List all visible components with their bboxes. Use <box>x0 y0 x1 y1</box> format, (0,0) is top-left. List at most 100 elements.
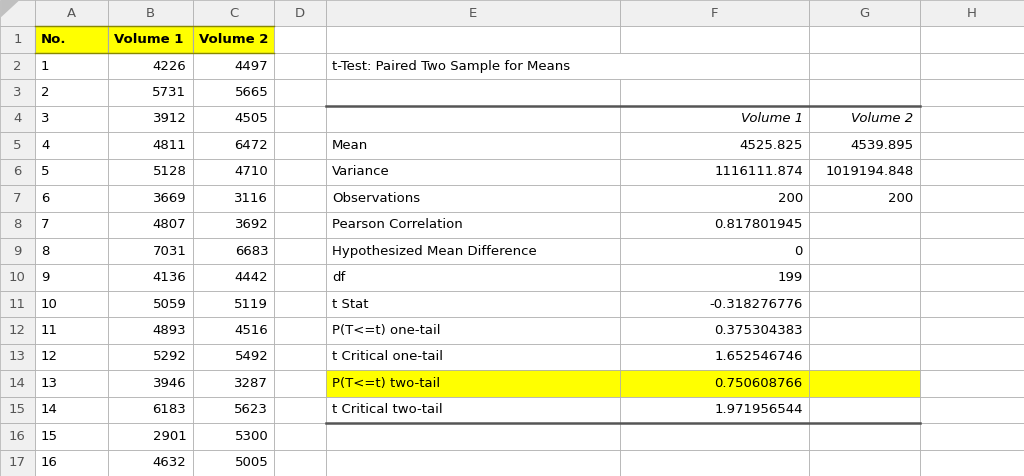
Bar <box>809 211 920 238</box>
Text: 2901: 2901 <box>153 430 186 443</box>
Bar <box>809 238 920 265</box>
Text: Volume 2: Volume 2 <box>199 33 268 46</box>
Text: 4: 4 <box>41 139 49 152</box>
Bar <box>193 0 274 27</box>
Text: 3: 3 <box>13 86 22 99</box>
Bar <box>326 211 620 238</box>
Text: 5119: 5119 <box>234 298 268 311</box>
Bar <box>193 449 274 476</box>
Text: 4226: 4226 <box>153 60 186 73</box>
Bar <box>920 0 1024 27</box>
Text: 3692: 3692 <box>234 218 268 231</box>
Text: 14: 14 <box>9 377 26 390</box>
Text: 4497: 4497 <box>234 60 268 73</box>
Bar <box>108 344 193 370</box>
Text: 4136: 4136 <box>153 271 186 284</box>
Bar <box>193 106 274 132</box>
Bar <box>274 449 326 476</box>
Bar <box>809 370 920 397</box>
Text: 6183: 6183 <box>153 403 186 416</box>
Bar <box>920 449 1024 476</box>
Bar <box>920 370 1024 397</box>
Polygon shape <box>1 0 19 17</box>
Text: Volume 2: Volume 2 <box>851 112 913 126</box>
Text: 4811: 4811 <box>153 139 186 152</box>
Text: -0.318276776: -0.318276776 <box>710 298 803 311</box>
Bar <box>274 317 326 344</box>
Text: 5: 5 <box>41 165 49 178</box>
Bar <box>326 370 620 397</box>
Bar <box>193 291 274 317</box>
Text: Observations: Observations <box>332 192 420 205</box>
Bar <box>35 53 108 79</box>
Text: 5492: 5492 <box>234 350 268 364</box>
Bar <box>326 449 620 476</box>
Text: 5: 5 <box>13 139 22 152</box>
Text: Volume 1: Volume 1 <box>740 112 803 126</box>
Bar <box>0 159 35 185</box>
Bar <box>620 265 809 291</box>
Text: 8: 8 <box>13 218 22 231</box>
Bar <box>35 397 108 423</box>
Text: 1.971956544: 1.971956544 <box>715 403 803 416</box>
Bar <box>326 132 620 159</box>
Text: 1116111.874: 1116111.874 <box>714 165 803 178</box>
Bar <box>274 211 326 238</box>
Text: 2: 2 <box>41 86 49 99</box>
Text: 199: 199 <box>777 271 803 284</box>
Text: E: E <box>468 7 477 20</box>
Text: 5665: 5665 <box>234 86 268 99</box>
Text: t Stat: t Stat <box>332 298 369 311</box>
Bar <box>920 265 1024 291</box>
Bar <box>326 317 620 344</box>
Text: 12: 12 <box>9 324 26 337</box>
Bar <box>108 211 193 238</box>
Bar <box>193 423 274 449</box>
Bar <box>193 344 274 370</box>
Bar <box>193 185 274 211</box>
Bar <box>108 291 193 317</box>
Bar <box>326 423 620 449</box>
Text: F: F <box>711 7 718 20</box>
Bar <box>108 53 193 79</box>
Bar <box>108 132 193 159</box>
Bar <box>809 79 920 106</box>
Bar <box>0 132 35 159</box>
Bar <box>0 0 35 27</box>
Bar <box>0 53 35 79</box>
Text: 13: 13 <box>41 377 58 390</box>
Text: 17: 17 <box>9 456 26 469</box>
Bar <box>620 449 809 476</box>
Bar <box>326 344 620 370</box>
Text: A: A <box>67 7 76 20</box>
Bar <box>274 185 326 211</box>
Bar <box>274 344 326 370</box>
Bar <box>108 449 193 476</box>
Bar <box>326 397 620 423</box>
Text: 200: 200 <box>777 192 803 205</box>
Bar <box>0 211 35 238</box>
Bar <box>0 238 35 265</box>
Bar <box>193 397 274 423</box>
Bar <box>108 27 193 53</box>
Bar <box>620 423 809 449</box>
Bar <box>920 397 1024 423</box>
Bar <box>0 265 35 291</box>
Bar <box>35 185 108 211</box>
Bar <box>920 132 1024 159</box>
Text: 0: 0 <box>795 245 803 258</box>
Bar <box>274 0 326 27</box>
Bar <box>0 106 35 132</box>
Bar <box>35 449 108 476</box>
Bar <box>809 423 920 449</box>
Text: D: D <box>295 7 305 20</box>
Bar <box>274 423 326 449</box>
Bar <box>620 159 809 185</box>
Bar <box>274 132 326 159</box>
Bar <box>35 265 108 291</box>
Bar <box>193 370 274 397</box>
Text: 3946: 3946 <box>153 377 186 390</box>
Text: 3116: 3116 <box>234 192 268 205</box>
Bar <box>620 27 809 53</box>
Text: 16: 16 <box>41 456 57 469</box>
